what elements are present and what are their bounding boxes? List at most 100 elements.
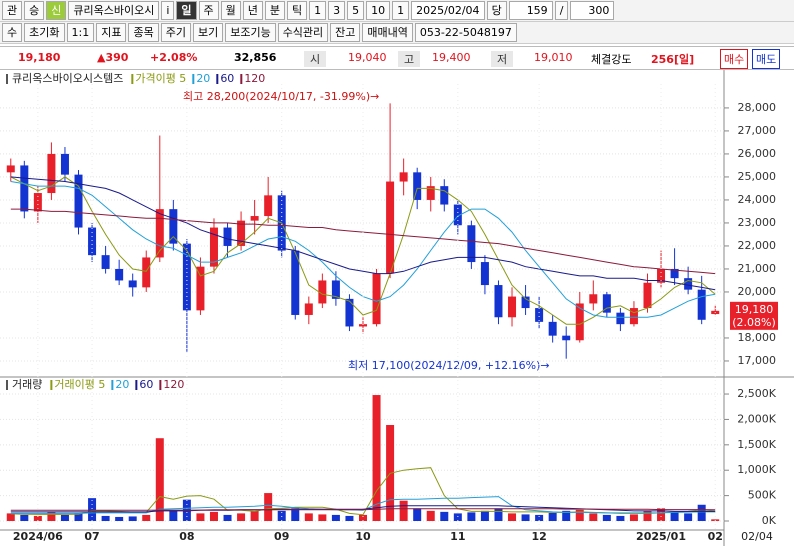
volume-bar — [562, 510, 571, 522]
candle-body — [602, 294, 611, 313]
legend-marker — [50, 380, 53, 390]
candle-body — [467, 225, 476, 263]
change: ▲390 — [97, 51, 129, 64]
buy-button[interactable]: 매수 — [720, 49, 749, 69]
volume-bar — [548, 512, 557, 522]
candle-body — [453, 204, 462, 226]
volume-bar — [318, 514, 327, 522]
toolbar-button[interactable]: 1 — [392, 1, 410, 20]
y-tick-label: 27,000 — [738, 124, 777, 137]
toolbar-button[interactable]: 159 — [508, 1, 553, 20]
toolbar-button[interactable]: 주기 — [160, 23, 191, 42]
legend-marker — [192, 74, 195, 84]
toolbar-button[interactable]: 승 — [24, 1, 45, 20]
sell-button[interactable]: 매도 — [752, 49, 781, 69]
volume-bar — [88, 498, 97, 522]
toolbar-button[interactable]: 053-22-5048197 — [414, 23, 517, 42]
toolbar-button[interactable]: i — [161, 1, 175, 20]
toolbar-button[interactable]: 매매내역 — [362, 23, 413, 42]
toolbar-button[interactable]: 수식관리 — [277, 23, 329, 42]
legend-marker — [6, 380, 8, 390]
candle-body — [548, 321, 557, 336]
toolbar-button[interactable]: 잔고 — [330, 23, 361, 42]
candle-body — [643, 282, 652, 309]
toolbar-button[interactable]: 지표 — [96, 23, 127, 42]
y-tick-label: 2,000K — [737, 412, 776, 425]
toolbar-button[interactable]: 1:1 — [66, 23, 95, 42]
high-label: 고 — [398, 51, 421, 67]
volume-bar — [413, 508, 422, 522]
volume-bar — [128, 516, 137, 522]
candle-body — [629, 308, 638, 325]
volume-bar — [345, 515, 354, 522]
candle-body — [386, 181, 395, 274]
toolbar-button[interactable]: 틱 — [287, 1, 308, 20]
moving-average — [10, 508, 716, 511]
toolbar-button[interactable]: 분 — [264, 1, 286, 20]
rate: +2.08% — [150, 51, 198, 64]
candle-body — [521, 296, 530, 309]
volume: 32,856 — [234, 51, 277, 64]
toolbar-button[interactable]: 관 — [2, 1, 23, 20]
toolbar-button[interactable]: 2025/02/04 — [411, 1, 485, 20]
volume-bar — [426, 510, 435, 522]
legend-marker — [135, 380, 138, 390]
toolbar-button[interactable]: 1 — [309, 1, 327, 20]
toolbar-button[interactable]: 당 — [486, 1, 507, 20]
candle-body — [88, 227, 97, 256]
y-tick-label: 1,000K — [737, 463, 776, 476]
legend-label: 60 — [139, 378, 153, 391]
candle-body — [684, 278, 693, 290]
volume-bar — [616, 515, 625, 522]
toolbar-row: 수 초기화 1:1 지표 종목 주기 보기 보조기능 수식관리 잔고 매매내역 053-22-5048… — [0, 22, 794, 44]
toolbar-button[interactable]: 보조기능 — [225, 23, 276, 42]
candle-body — [575, 303, 584, 341]
volume-bar — [535, 514, 544, 522]
x-tick-label: 11 — [450, 530, 465, 543]
toolbar-button[interactable]: 큐리옥스바이오시 — [68, 1, 160, 20]
toolbar-button[interactable]: 신 — [46, 1, 67, 20]
y-tick-label: 500K — [748, 489, 777, 502]
legend-label: 20 — [115, 378, 129, 391]
toolbar-button[interactable]: 종목 — [128, 23, 159, 42]
toolbar-button[interactable]: 수 — [2, 23, 23, 42]
volume-bar — [304, 513, 313, 522]
toolbar-button[interactable]: 초기화 — [24, 23, 65, 42]
volume-bar — [399, 500, 408, 522]
candle-body — [589, 294, 598, 304]
moving-average — [10, 176, 716, 291]
toolbar-button[interactable]: / — [554, 1, 569, 20]
toolbar-button[interactable]: 월 — [220, 1, 241, 20]
toolbar-button[interactable]: 주 — [198, 1, 219, 20]
candle-body — [264, 195, 273, 217]
legend-marker — [216, 74, 219, 84]
toolbar-button[interactable]: 5 — [347, 1, 365, 20]
x-tick-label: 02 — [708, 530, 723, 543]
candle-body — [128, 280, 137, 288]
candle-body — [291, 250, 300, 315]
volume-bar — [602, 514, 611, 522]
candle-body — [535, 308, 544, 322]
last-price-box — [730, 301, 778, 330]
strength-label: 체결강도 — [591, 53, 632, 66]
toolbar-button[interactable]: 10 — [366, 1, 391, 20]
toolbar-button[interactable]: 300 — [570, 1, 615, 20]
toolbar-button[interactable]: 년 — [242, 1, 263, 20]
candle-body — [115, 268, 124, 281]
toolbar-button[interactable]: 보기 — [192, 23, 224, 42]
candle-body — [33, 193, 42, 212]
x-tick-label: 07 — [84, 530, 99, 543]
legend-marker — [6, 74, 8, 84]
x-tick-label: 2025/01 — [636, 530, 686, 543]
legend-label: 가격이평 5 — [135, 72, 186, 85]
toolbar-button[interactable]: 3 — [328, 1, 346, 20]
toolbar-button[interactable]: 일 — [176, 1, 197, 20]
volume-bar — [629, 514, 638, 522]
volume-bar — [440, 511, 449, 522]
low: 19,010 — [534, 51, 573, 64]
volume-bar — [589, 513, 598, 522]
legend-label: 20 — [196, 72, 210, 85]
candle-body — [657, 268, 666, 283]
